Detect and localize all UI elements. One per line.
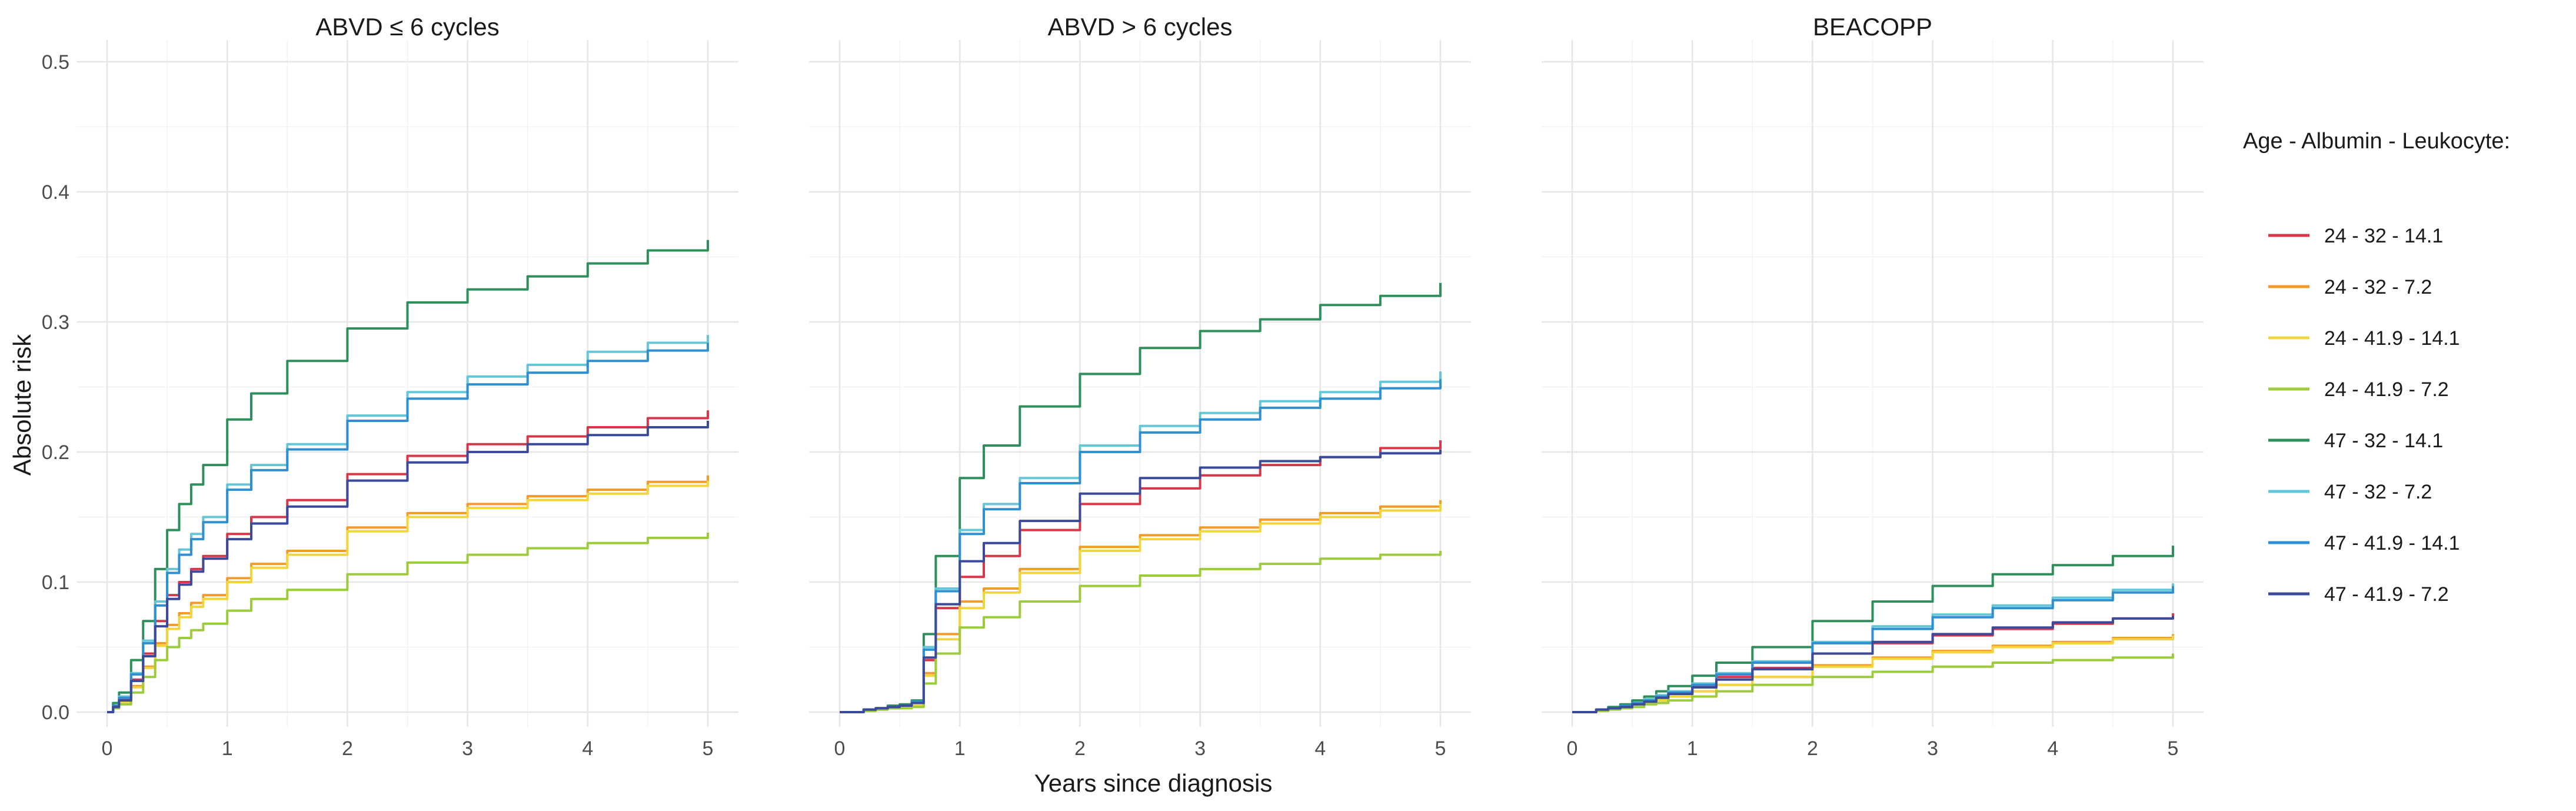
series-line	[107, 480, 709, 713]
y-axis-label: Absolute risk	[8, 334, 36, 476]
x-tick-label: 0	[102, 737, 113, 760]
panel-3: BEACOPP 0 1 2 3 4 5	[1542, 13, 2204, 760]
x-tick-label: 4	[582, 737, 593, 760]
series-line	[107, 240, 709, 713]
y-tick-label: 0.1	[42, 571, 69, 594]
legend-title: Age - Albumin - Leukocyte:	[2243, 129, 2510, 154]
x-tick-label: 2	[342, 737, 353, 760]
legend-label: 24 - 32 - 7.2	[2324, 276, 2432, 298]
legend-item: 47 - 41.9 - 14.1	[2268, 532, 2460, 554]
panel-1: ABVD ≤ 6 cycles 0 1 2 3 4 5 0.0 0.1 0.2 0.3 0.4 0.5	[42, 13, 738, 760]
x-tick-label: 4	[2047, 737, 2058, 760]
legend-label: 24 - 41.9 - 7.2	[2324, 378, 2449, 401]
legend: Age - Albumin - Leukocyte: 24 - 32 - 14.…	[2243, 129, 2510, 606]
panel-title: ABVD ≤ 6 cycles	[315, 13, 499, 41]
legend-label: 24 - 32 - 14.1	[2324, 225, 2443, 247]
x-tick-label: 0	[834, 737, 846, 760]
x-tick-label: 1	[1687, 737, 1698, 760]
legend-label: 47 - 32 - 7.2	[2324, 481, 2432, 503]
legend-items: 24 - 32 - 14.1 24 - 32 - 7.2 24 - 41.9 - 1…	[2268, 225, 2460, 606]
x-tick-label: 3	[462, 737, 473, 760]
legend-item: 24 - 41.9 - 14.1	[2268, 327, 2460, 350]
legend-item: 24 - 41.9 - 7.2	[2268, 378, 2449, 401]
x-tick-label: 3	[1194, 737, 1206, 760]
panel-title: BEACOPP	[1813, 13, 1932, 41]
legend-label: 47 - 41.9 - 7.2	[2324, 583, 2449, 606]
y-tick-label: 0.5	[42, 51, 69, 74]
panel-2: ABVD > 6 cycles 0 1 2 3 4 5	[809, 13, 1471, 760]
x-tick-label: 2	[1074, 737, 1086, 760]
x-tick-label: 0	[1567, 737, 1578, 760]
legend-item: 24 - 32 - 7.2	[2268, 276, 2432, 298]
legend-label: 24 - 41.9 - 14.1	[2324, 327, 2460, 350]
legend-label: 47 - 32 - 14.1	[2324, 430, 2443, 452]
y-tick-label: 0.4	[42, 181, 69, 204]
x-tick-label: 1	[222, 737, 233, 760]
series-line	[107, 343, 709, 713]
legend-label: 47 - 41.9 - 14.1	[2324, 532, 2460, 554]
x-tick-label: 4	[1314, 737, 1326, 760]
y-tick-label: 0.3	[42, 311, 69, 334]
legend-item: 47 - 32 - 14.1	[2268, 430, 2443, 452]
series-line	[107, 533, 709, 713]
series-line	[1572, 616, 2174, 713]
y-tick-label: 0.2	[42, 441, 69, 464]
x-axis-label: Years since diagnosis	[1034, 769, 1273, 797]
series-line	[107, 421, 709, 713]
x-tick-label: 5	[703, 737, 714, 760]
series-line	[840, 449, 1442, 713]
legend-item: 47 - 41.9 - 7.2	[2268, 583, 2449, 606]
y-tick-label: 0.0	[42, 702, 69, 724]
x-tick-label: 3	[1927, 737, 1938, 760]
legend-item: 24 - 32 - 14.1	[2268, 225, 2443, 247]
series-line	[1572, 546, 2174, 713]
legend-item: 47 - 32 - 7.2	[2268, 481, 2432, 503]
panel-title: ABVD > 6 cycles	[1048, 13, 1233, 41]
x-tick-label: 1	[954, 737, 966, 760]
x-tick-label: 2	[1807, 737, 1818, 760]
x-tick-label: 5	[1435, 737, 1446, 760]
x-tick-label: 5	[2168, 737, 2179, 760]
